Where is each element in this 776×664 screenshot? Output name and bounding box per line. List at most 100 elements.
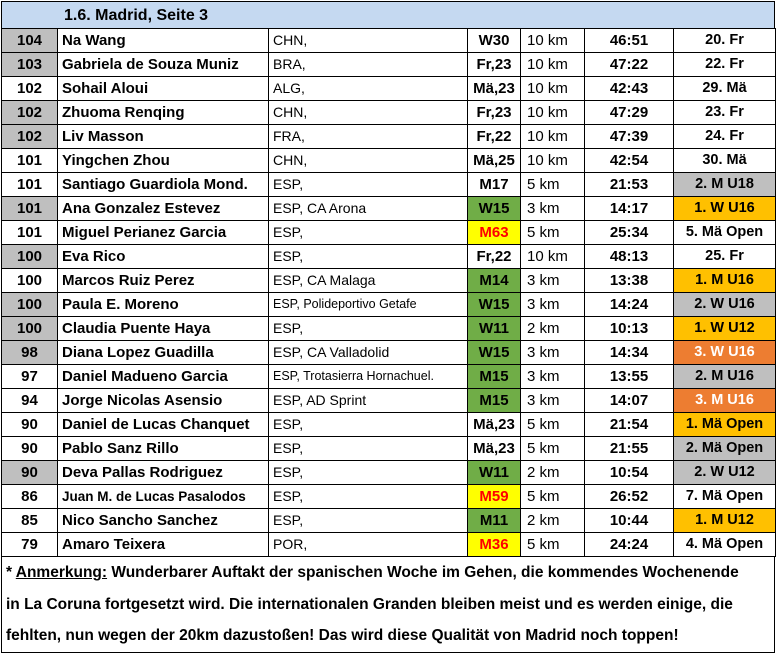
time-cell: 25:34 [584,220,674,245]
category-cell: Fr,22 [467,124,521,149]
club-cell: CHN, [268,100,468,125]
placement-cell: 1. M U16 [673,268,776,293]
table-row: 90 Deva Pallas Rodriguez ESP, W11 2 km 10:54 2… [1,460,776,485]
placement-cell: 1. W U16 [673,196,776,221]
category-cell: W15 [467,196,521,221]
category-cell: W11 [467,460,521,485]
placement-cell: 22. Fr [673,52,776,77]
time-cell: 13:55 [584,364,674,389]
points-cell: 102 [1,76,58,101]
time-cell: 47:22 [584,52,674,77]
points-cell: 90 [1,460,58,485]
time-cell: 14:07 [584,388,674,413]
distance-cell: 5 km [520,532,585,557]
distance-cell: 3 km [520,268,585,293]
placement-cell: 25. Fr [673,244,776,269]
distance-cell: 5 km [520,412,585,437]
time-cell: 42:43 [584,76,674,101]
points-cell: 100 [1,292,58,317]
athlete-name-cell: Juan M. de Lucas Pasalodos [57,484,269,509]
club-cell: ESP, Polideportivo Getafe [268,292,468,317]
distance-cell: 10 km [520,124,585,149]
time-cell: 24:24 [584,532,674,557]
points-cell: 100 [1,316,58,341]
table-row: 86 Juan M. de Lucas Pasalodos ESP, M59 5 km 2… [1,484,776,509]
club-cell: ESP, CA Valladolid [268,340,468,365]
club-cell: CHN, [268,148,468,173]
time-cell: 46:51 [584,28,674,53]
category-cell: W30 [467,28,521,53]
points-cell: 79 [1,532,58,557]
club-cell: ESP, [268,220,468,245]
athlete-name-cell: Nico Sancho Sanchez [57,508,269,533]
points-cell: 90 [1,436,58,461]
time-cell: 21:53 [584,172,674,197]
athlete-name-cell: Zhuoma Renqing [57,100,269,125]
club-cell: FRA, [268,124,468,149]
placement-cell: 2. W U12 [673,460,776,485]
table-row: 94 Jorge Nicolas Asensio ESP, AD Sprint M15… [1,388,776,413]
distance-cell: 3 km [520,364,585,389]
athlete-name-cell: Liv Masson [57,124,269,149]
athlete-name-cell: Daniel de Lucas Chanquet [57,412,269,437]
points-cell: 102 [1,100,58,125]
table-row: 100 Paula E. Moreno ESP, Polideportivo Get… [1,292,776,317]
athlete-name-cell: Paula E. Moreno [57,292,269,317]
table-row: 79 Amaro Teixera POR, M36 5 km 24:24 4. Mä Ope… [1,532,776,557]
time-cell: 14:34 [584,340,674,365]
placement-cell: 5. Mä Open [673,220,776,245]
time-cell: 10:54 [584,460,674,485]
placement-cell: 29. Mä [673,76,776,101]
distance-cell: 10 km [520,244,585,269]
points-cell: 100 [1,244,58,269]
distance-cell: 5 km [520,220,585,245]
points-cell: 102 [1,124,58,149]
time-cell: 14:17 [584,196,674,221]
club-cell: ESP, [268,508,468,533]
athlete-name-cell: Ana Gonzalez Estevez [57,196,269,221]
time-cell: 21:54 [584,412,674,437]
placement-cell: 3. W U16 [673,340,776,365]
table-row: 100 Claudia Puente Haya ESP, W11 2 km 10:13 1.… [1,316,776,341]
club-cell: ESP, CA Malaga [268,268,468,293]
category-cell: M63 [467,220,521,245]
table-row: 98 Diana Lopez Guadilla ESP, CA Valladolid… [1,340,776,365]
placement-cell: 24. Fr [673,124,776,149]
remark-text-1: Wunderbarer Auftakt der spanischen Woche… [107,564,739,581]
category-cell: Fr,23 [467,52,521,77]
points-cell: 90 [1,412,58,437]
club-cell: ESP, [268,316,468,341]
category-cell: M59 [467,484,521,509]
points-cell: 86 [1,484,58,509]
category-cell: M11 [467,508,521,533]
category-cell: M15 [467,388,521,413]
club-cell: CHN, [268,28,468,53]
athlete-name-cell: Eva Rico [57,244,269,269]
table-row: 104 Na Wang CHN, W30 10 km 46:51 20. Fr [1,28,776,53]
category-cell: Fr,22 [467,244,521,269]
table-row: 85 Nico Sancho Sanchez ESP, M11 2 km 10:44 1. … [1,508,776,533]
remark-label: Anmerkung: [15,564,108,581]
club-cell: ESP, [268,412,468,437]
distance-cell: 10 km [520,100,585,125]
athlete-name-cell: Sohail Aloui [57,76,269,101]
category-cell: Mä,23 [467,436,521,461]
table-row: 101 Yingchen Zhou CHN, Mä,25 10 km 42:54 30. M… [1,148,776,173]
placement-cell: 7. Mä Open [673,484,776,509]
points-cell: 101 [1,196,58,221]
time-cell: 42:54 [584,148,674,173]
athlete-name-cell: Yingchen Zhou [57,148,269,173]
placement-cell: 2. M U16 [673,364,776,389]
remark-prefix: * [6,564,16,581]
points-cell: 100 [1,268,58,293]
time-cell: 21:55 [584,436,674,461]
category-cell: M17 [467,172,521,197]
club-cell: ESP, CA Arona [268,196,468,221]
results-rows: 104 Na Wang CHN, W30 10 km 46:51 20. Fr 103 Gabr… [1,28,776,557]
points-cell: 104 [1,28,58,53]
placement-cell: 2. Mä Open [673,436,776,461]
athlete-name-cell: Pablo Sanz Rillo [57,436,269,461]
athlete-name-cell: Daniel Madueno Garcia [57,364,269,389]
points-cell: 94 [1,388,58,413]
remark-note: * Anmerkung: Wunderbarer Auftakt der spa… [1,557,775,653]
